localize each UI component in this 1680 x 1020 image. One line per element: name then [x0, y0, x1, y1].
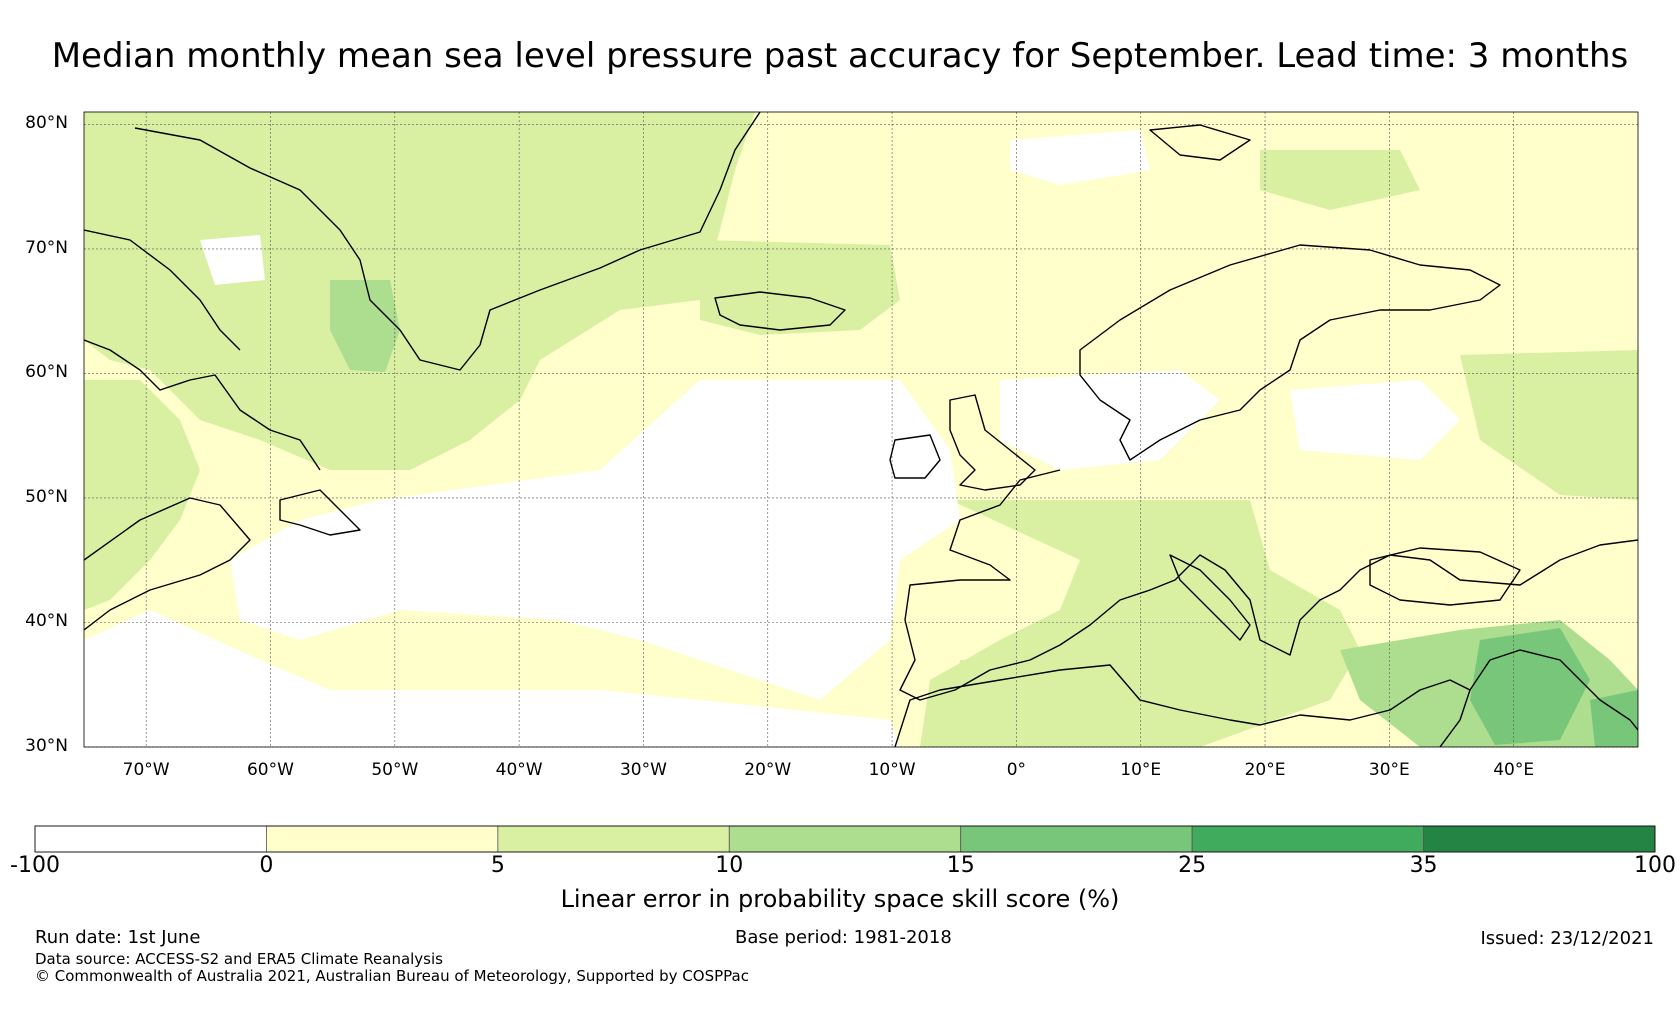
lon-label: 30°E	[1368, 760, 1410, 780]
coastlines	[84, 112, 1638, 747]
map-border	[83, 111, 1639, 748]
skill-region-iceland	[700, 240, 900, 335]
issued-date: Issued: 23/12/2021	[1480, 928, 1654, 949]
skill-region-negative-atlantic	[230, 380, 960, 700]
lat-label: 80°N	[25, 113, 68, 134]
coast-italy	[1169, 554, 1251, 641]
skill-region-russia	[1460, 350, 1638, 500]
lon-label: 20°E	[1244, 760, 1286, 780]
coast-labrador	[84, 339, 321, 471]
coast-canada-arctic	[84, 229, 241, 351]
lon-label: 10°W	[868, 760, 916, 780]
coast-scandinavia	[1079, 244, 1501, 461]
skill-region-labrador-sea	[84, 380, 200, 610]
chart-title: Median monthly mean sea level pressure p…	[51, 36, 1629, 76]
colorbar-tick-label: 0	[259, 853, 274, 878]
lat-label: 60°N	[25, 362, 68, 383]
colorbar-segment	[497, 825, 730, 853]
copyright: © Commonwealth of Australia 2021, Austra…	[35, 967, 749, 985]
lon-label: 20°W	[744, 760, 792, 780]
coast-britain	[949, 394, 1036, 491]
skill-region-negative-north-sea	[1000, 370, 1220, 470]
lat-label: 30°N	[25, 736, 68, 756]
colorbar-segment	[728, 825, 962, 853]
base-period: Base period: 1981-2018	[735, 927, 952, 948]
run-date: Run date: 1st June	[35, 927, 201, 948]
skill-region-negative-arctic	[1010, 130, 1150, 185]
lon-label: 60°W	[246, 760, 294, 780]
coast-newfoundland	[279, 489, 361, 536]
lon-label: 10°E	[1120, 760, 1162, 780]
colorbar-tick-label: 100	[1634, 853, 1676, 878]
coast-ireland	[889, 434, 941, 479]
colorbar	[34, 825, 1656, 853]
colorbar-tick-label: 25	[1178, 853, 1207, 878]
lon-label: 40°W	[495, 760, 543, 780]
coast-greenland	[134, 112, 761, 371]
skill-region-greenland	[84, 112, 755, 470]
colorbar-segment	[1423, 825, 1656, 853]
skill-region-negative-baltic	[1290, 380, 1460, 460]
data-source: Data source: ACCESS-S2 and ERA5 Climate …	[35, 950, 443, 968]
colorbar-tick-label: 5	[490, 853, 505, 878]
skill-region-greenland-strong	[330, 280, 400, 372]
coast-iceland	[714, 291, 846, 331]
skill-region-negative-subtropics	[84, 610, 900, 747]
coast-novaya-zemlya	[1149, 124, 1251, 161]
colorbar-title: Linear error in probability space skill …	[560, 885, 1120, 913]
lat-label: 70°N	[25, 237, 68, 258]
skill-score-field	[84, 112, 1638, 747]
coast-middle-east	[1469, 649, 1638, 731]
lon-label: 30°W	[619, 760, 667, 780]
coast-black-sea	[1369, 547, 1521, 606]
lat-label: 40°N	[25, 611, 68, 632]
colorbar-tick-label: 35	[1409, 853, 1438, 878]
colorbar-segment	[960, 825, 1193, 853]
colorbar-segment	[1191, 825, 1424, 853]
colorbar-tick-label: 10	[715, 853, 744, 878]
coast-north-africa	[894, 664, 1471, 747]
lat-label: 50°N	[25, 486, 68, 507]
colorbar-tick-label: -100	[10, 853, 60, 878]
skill-region-negative-labrador	[200, 235, 265, 285]
lon-label: 70°W	[122, 760, 170, 780]
skill-region-barents	[1260, 150, 1420, 210]
colorbar-border	[34, 825, 1656, 853]
skill-region-north-africa	[950, 650, 1120, 747]
colorbar-segment	[34, 825, 267, 853]
colorbar-segment	[266, 825, 499, 853]
lon-label: 0°	[1006, 760, 1027, 780]
lon-label: 40°E	[1493, 760, 1535, 780]
coast-nova-scotia	[84, 497, 251, 631]
colorbar-tick-label: 15	[946, 853, 975, 878]
skill-region-arabia	[1590, 690, 1638, 747]
lon-label: 50°W	[371, 760, 419, 780]
